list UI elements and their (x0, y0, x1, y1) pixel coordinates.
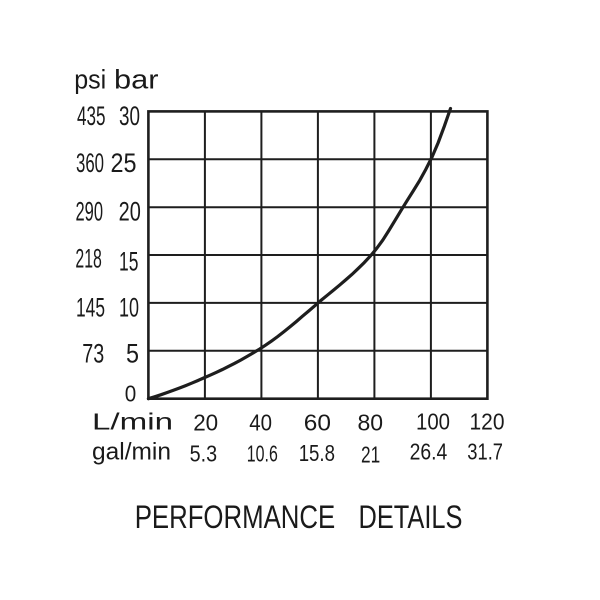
svg-text:15: 15 (119, 247, 138, 277)
svg-text:20: 20 (193, 409, 218, 435)
svg-text:PERFORMANCE: PERFORMANCE (135, 499, 336, 535)
svg-text:145: 145 (76, 292, 105, 322)
svg-text:60: 60 (304, 410, 331, 436)
svg-text:80: 80 (358, 410, 384, 436)
svg-text:gal/min: gal/min (92, 438, 171, 465)
svg-text:5.3: 5.3 (190, 441, 218, 467)
svg-text:25: 25 (111, 148, 137, 178)
svg-text:20: 20 (119, 196, 141, 226)
svg-text:bar: bar (114, 64, 159, 94)
svg-text:21: 21 (361, 442, 380, 468)
svg-text:100: 100 (416, 409, 450, 435)
svg-text:120: 120 (470, 409, 505, 435)
svg-text:15.8: 15.8 (299, 440, 335, 466)
svg-text:218: 218 (75, 243, 102, 273)
svg-text:0: 0 (125, 380, 137, 406)
svg-text:L/min: L/min (92, 409, 173, 435)
svg-text:73: 73 (82, 338, 104, 368)
svg-text:DETAILS: DETAILS (359, 499, 463, 535)
svg-text:435: 435 (77, 101, 106, 131)
svg-text:26.4: 26.4 (410, 439, 448, 465)
svg-text:31.7: 31.7 (467, 439, 503, 465)
svg-text:10.6: 10.6 (247, 441, 278, 467)
svg-text:30: 30 (119, 101, 140, 131)
svg-text:5: 5 (126, 338, 139, 368)
svg-text:40: 40 (249, 409, 272, 435)
svg-text:psi: psi (74, 64, 106, 94)
svg-text:360: 360 (76, 148, 104, 178)
svg-text:290: 290 (76, 196, 104, 226)
svg-text:10: 10 (119, 292, 139, 322)
